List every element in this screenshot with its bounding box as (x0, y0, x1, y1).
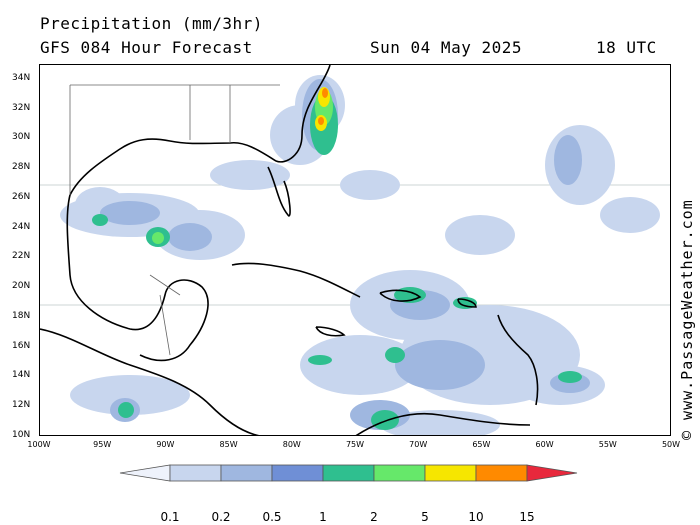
legend-label: 1 (319, 510, 327, 524)
lon-label: 80W (282, 440, 301, 449)
lat-label: 34N (12, 72, 31, 83)
lon-label: 75W (345, 440, 365, 449)
lon-label: 60W (535, 440, 554, 449)
legend-swatch (169, 464, 222, 482)
legend-swatch (220, 464, 273, 482)
forecast-time: 18 UTC (596, 38, 657, 57)
lat-label: 14N (12, 370, 31, 381)
lat-label: 32N (12, 102, 31, 113)
color-legend (119, 464, 578, 482)
lat-label: 18N (12, 310, 31, 321)
legend-swatch (526, 464, 578, 482)
lon-label: 85W (219, 440, 238, 449)
legend-swatch (475, 464, 528, 482)
lon-label: 100W (27, 440, 51, 449)
watermark: © www.PassageWeather.com (678, 199, 696, 440)
lat-label: 20N (12, 281, 31, 292)
lat-label: 26N (12, 191, 31, 202)
legend-swatch (271, 464, 324, 482)
map-title: Precipitation (mm/3hr) (40, 14, 263, 33)
lat-label: 22N (12, 251, 31, 262)
lat-label: 10N (12, 430, 31, 440)
lon-label: 70W (409, 440, 428, 449)
legend-label: 10 (468, 510, 484, 524)
forecast-label: GFS 084 Hour Forecast (40, 38, 253, 57)
lon-label: 50W (661, 440, 681, 449)
coastlines (40, 65, 539, 435)
legend-bar (119, 464, 578, 482)
lat-label: 28N (12, 162, 31, 173)
legend-swatch (373, 464, 426, 482)
legend-swatch (119, 464, 171, 482)
lat-label: 24N (12, 221, 31, 232)
lat-label: 16N (12, 340, 31, 351)
legend-swatch (322, 464, 375, 482)
legend-label: 0.1 (160, 510, 180, 524)
legend-label: 0.2 (211, 510, 231, 524)
borders (69, 84, 280, 356)
lat-label: 12N (12, 400, 31, 411)
lat-label: 30N (12, 132, 31, 143)
precipitation-map (39, 64, 671, 436)
legend-label: 5 (421, 510, 429, 524)
legend-label: 2 (370, 510, 378, 524)
legend-label: 0.5 (262, 510, 282, 524)
forecast-date: Sun 04 May 2025 (370, 38, 522, 57)
legend-swatch (424, 464, 477, 482)
lon-label: 65W (472, 440, 491, 449)
lon-label: 55W (598, 440, 617, 449)
precip-extreme (318, 88, 328, 125)
map-canvas (40, 65, 670, 435)
lon-label: 90W (156, 440, 175, 449)
lon-label: 95W (93, 440, 112, 449)
legend-label: 15 (519, 510, 535, 524)
